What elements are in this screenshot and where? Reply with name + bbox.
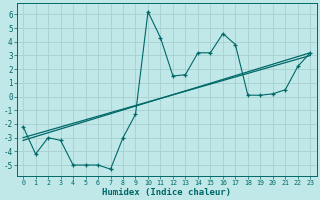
- X-axis label: Humidex (Indice chaleur): Humidex (Indice chaleur): [102, 188, 231, 197]
